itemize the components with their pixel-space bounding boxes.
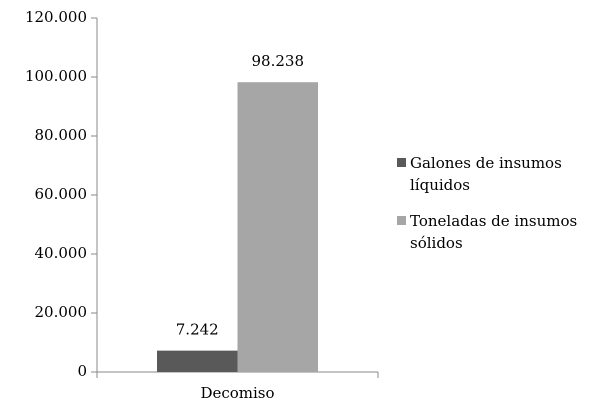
- y-tick-label: 80.000: [35, 126, 88, 144]
- y-tick-label: 100.000: [25, 67, 87, 85]
- legend-label: Galones de insumos líquidos: [410, 154, 562, 194]
- y-tick-label: 60.000: [35, 185, 88, 203]
- y-tick-label: 20.000: [35, 303, 88, 321]
- legend-entry: Galones de insumos líquidos: [397, 152, 609, 196]
- legend: Galones de insumos líquidos Toneladas de …: [397, 152, 609, 268]
- bar: [157, 350, 238, 372]
- value-label: 7.242: [176, 321, 219, 339]
- y-tick-label: 0: [77, 362, 87, 380]
- legend-entry: Toneladas de insumos sólidos: [397, 210, 609, 254]
- x-tick-label: Decomiso: [200, 384, 274, 402]
- legend-swatch: [397, 216, 406, 225]
- bar: [237, 82, 318, 372]
- y-tick-label: 120.000: [25, 8, 87, 26]
- y-tick-label: 40.000: [35, 244, 88, 262]
- legend-label: Toneladas de insumos sólidos: [410, 212, 578, 252]
- legend-swatch: [397, 158, 406, 167]
- value-label: 98.238: [252, 52, 305, 70]
